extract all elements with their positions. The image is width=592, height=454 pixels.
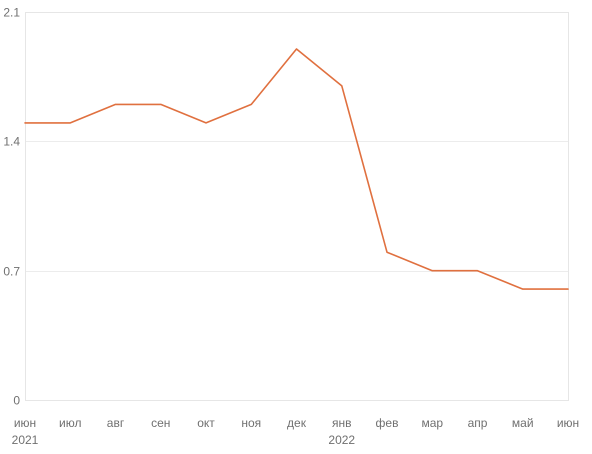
x-tick-label: дек xyxy=(287,416,307,430)
x-tick-label: фев xyxy=(376,416,399,430)
y-tick-label: 2.1 xyxy=(3,6,20,20)
x-year-label: 2021 xyxy=(12,433,39,447)
x-tick-label: июн xyxy=(557,416,579,430)
x-tick-label: окт xyxy=(197,416,215,430)
x-tick-label: апр xyxy=(468,416,488,430)
x-tick-label: ноя xyxy=(241,416,261,430)
y-tick-label: 1.4 xyxy=(3,135,20,149)
x-tick-label: июл xyxy=(59,416,81,430)
grid-lines xyxy=(25,12,568,401)
y-tick-label: 0.7 xyxy=(3,265,20,279)
x-tick-label: мар xyxy=(421,416,443,430)
x-tick-label: май xyxy=(512,416,534,430)
series-line xyxy=(24,48,569,290)
y-tick-label: 0 xyxy=(13,394,20,408)
series-layer xyxy=(24,48,569,290)
x-tick-label: июн xyxy=(14,416,36,430)
y-axis: 0 0.7 1.4 2.1 xyxy=(3,6,20,408)
x-year-label: 2022 xyxy=(328,433,355,447)
x-axis: июн июл авг сен окт ноя дек янв фев мар апр май июн 2… xyxy=(12,416,580,447)
x-tick-label: авг xyxy=(107,416,125,430)
plot-frame xyxy=(25,12,569,401)
x-tick-label: сен xyxy=(151,416,170,430)
x-tick-label: янв xyxy=(332,416,352,430)
